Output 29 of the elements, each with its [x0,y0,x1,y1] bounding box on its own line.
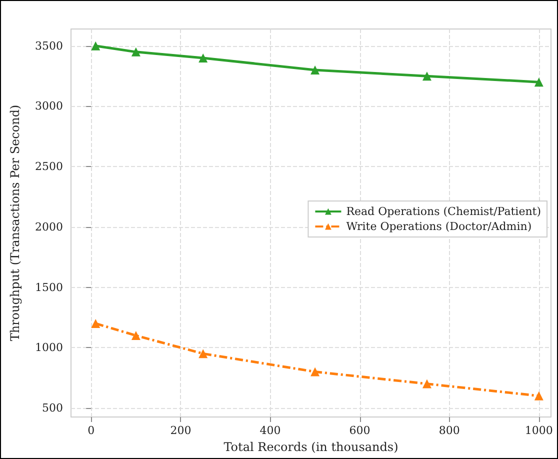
point [91,318,100,328]
y-tick-label: 3000 [35,100,63,113]
x-tick-label: 1000 [524,424,553,437]
y-tick-label: 1500 [35,280,63,294]
legend-label: Read Operations (Chemist/Patient) [346,205,542,218]
point [534,391,544,400]
y-axis-title: Throughput (Transactions Per Second) [8,104,22,342]
point [131,47,140,56]
y-tick-label: 3500 [35,39,63,52]
point [310,367,320,376]
x-tick-label: 400 [260,424,281,437]
y-tick-label: 1000 [35,341,63,354]
point [198,53,208,62]
point [131,331,140,340]
point [534,78,544,87]
point [422,379,432,388]
x-tick-label: 0 [88,424,95,437]
x-axis-title: Total Records (in thousands) [224,440,398,454]
point [310,66,320,75]
x-tick-label: 800 [438,424,460,437]
x-tick-label: 200 [170,424,192,437]
y-tick-label: 2500 [35,160,63,174]
x-tick-label: 600 [349,424,370,437]
y-tick-label: 500 [42,401,63,414]
point [91,41,100,50]
point [422,72,432,81]
point [198,349,208,358]
legend-label: Write Operations (Doctor/Admin) [346,220,532,233]
y-tick-label: 2000 [35,220,63,234]
